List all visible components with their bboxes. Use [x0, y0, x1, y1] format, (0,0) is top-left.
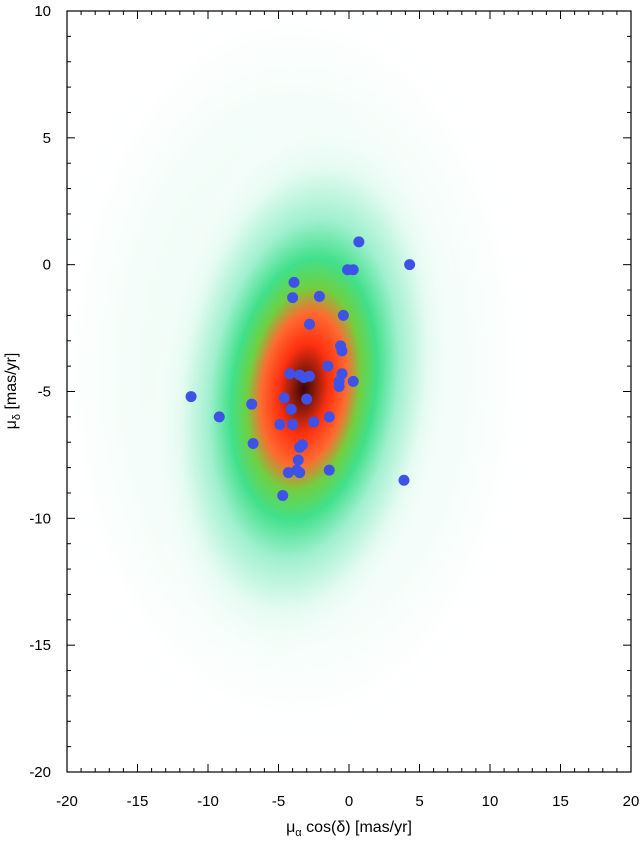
data-point — [304, 370, 316, 382]
data-point — [313, 290, 325, 302]
x-axis-label: μα cos(δ) [mas/yr] — [286, 819, 412, 839]
data-point — [333, 380, 345, 392]
data-point — [308, 416, 320, 428]
x-tick-label: 5 — [415, 793, 423, 810]
density-heatmap — [67, 11, 544, 759]
data-point — [294, 441, 306, 453]
data-point — [278, 392, 290, 404]
data-point — [288, 276, 300, 288]
x-tick-label: -5 — [272, 793, 285, 810]
data-point — [185, 391, 197, 403]
y-tick-label: -5 — [38, 384, 51, 401]
data-point — [404, 259, 416, 271]
data-point — [353, 236, 365, 248]
y-tick-label: -10 — [29, 510, 51, 527]
x-tick-label: -20 — [56, 793, 78, 810]
data-point — [322, 360, 334, 372]
data-point — [323, 411, 335, 423]
data-point — [292, 454, 304, 466]
data-point — [398, 474, 410, 486]
axis-ticks — [66, 10, 632, 773]
y-tick-label: -20 — [29, 764, 51, 781]
data-point — [337, 309, 349, 321]
data-point — [336, 345, 348, 357]
y-tick-label: 10 — [34, 3, 51, 20]
y-axis-label: μδ [mas/yr] — [3, 353, 23, 430]
data-point — [213, 411, 225, 423]
data-point — [277, 490, 289, 502]
data-point — [247, 438, 259, 450]
data-point — [287, 292, 299, 304]
x-tick-label: 20 — [623, 793, 640, 810]
y-tick-label: 5 — [43, 130, 51, 147]
data-point — [287, 418, 299, 430]
y-tick-label: -15 — [29, 637, 51, 654]
data-point — [282, 467, 294, 479]
data-point — [274, 418, 286, 430]
data-point — [304, 318, 316, 330]
data-point — [285, 403, 297, 415]
data-point — [347, 264, 359, 276]
x-tick-label: 10 — [482, 793, 499, 810]
data-point — [294, 467, 306, 479]
x-tick-label: 0 — [345, 793, 353, 810]
data-point — [246, 398, 258, 410]
data-point — [347, 375, 359, 387]
data-point — [301, 393, 313, 405]
tick-labels: -20 -15 -10 -5 0 5 10 15 20 -20 -15 -10 -5 0 5 10 — [29, 3, 639, 810]
data-point — [284, 368, 296, 380]
x-tick-label: -15 — [127, 793, 149, 810]
data-point — [323, 464, 335, 476]
y-tick-label: 0 — [43, 257, 51, 274]
x-tick-label: -10 — [197, 793, 219, 810]
data-points — [185, 236, 416, 502]
x-tick-label: 15 — [552, 793, 569, 810]
density-core — [145, 105, 463, 673]
